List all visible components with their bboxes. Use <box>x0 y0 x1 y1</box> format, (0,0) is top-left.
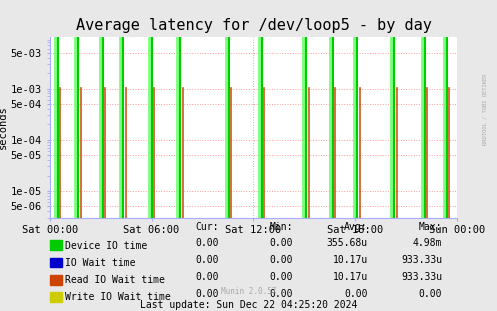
Text: Write IO Wait time: Write IO Wait time <box>65 292 170 302</box>
Text: 0.00: 0.00 <box>270 238 293 248</box>
Text: Min:: Min: <box>270 222 293 232</box>
Text: 0.00: 0.00 <box>419 289 442 299</box>
Text: Munin 2.0.57: Munin 2.0.57 <box>221 287 276 296</box>
Text: 4.98m: 4.98m <box>413 238 442 248</box>
Title: Average latency for /dev/loop5 - by day: Average latency for /dev/loop5 - by day <box>76 18 431 33</box>
Text: 355.68u: 355.68u <box>327 238 368 248</box>
Text: 0.00: 0.00 <box>344 289 368 299</box>
Text: 0.00: 0.00 <box>270 289 293 299</box>
Text: Cur:: Cur: <box>195 222 219 232</box>
Text: 933.33u: 933.33u <box>401 255 442 265</box>
Y-axis label: seconds: seconds <box>0 106 8 149</box>
Text: Device IO time: Device IO time <box>65 241 147 251</box>
Text: 0.00: 0.00 <box>195 289 219 299</box>
Text: 0.00: 0.00 <box>270 272 293 282</box>
Text: 0.00: 0.00 <box>270 255 293 265</box>
Text: 10.17u: 10.17u <box>332 272 368 282</box>
Text: 10.17u: 10.17u <box>332 255 368 265</box>
Text: 0.00: 0.00 <box>195 272 219 282</box>
Text: Avg:: Avg: <box>344 222 368 232</box>
Text: Last update: Sun Dec 22 04:25:20 2024: Last update: Sun Dec 22 04:25:20 2024 <box>140 300 357 310</box>
Text: 933.33u: 933.33u <box>401 272 442 282</box>
Text: Read IO Wait time: Read IO Wait time <box>65 275 165 285</box>
Text: RRDTOOL / TOBI OETIKER: RRDTOOL / TOBI OETIKER <box>482 73 487 145</box>
Text: Max:: Max: <box>419 222 442 232</box>
Text: 0.00: 0.00 <box>195 255 219 265</box>
Text: 0.00: 0.00 <box>195 238 219 248</box>
Text: IO Wait time: IO Wait time <box>65 258 135 268</box>
